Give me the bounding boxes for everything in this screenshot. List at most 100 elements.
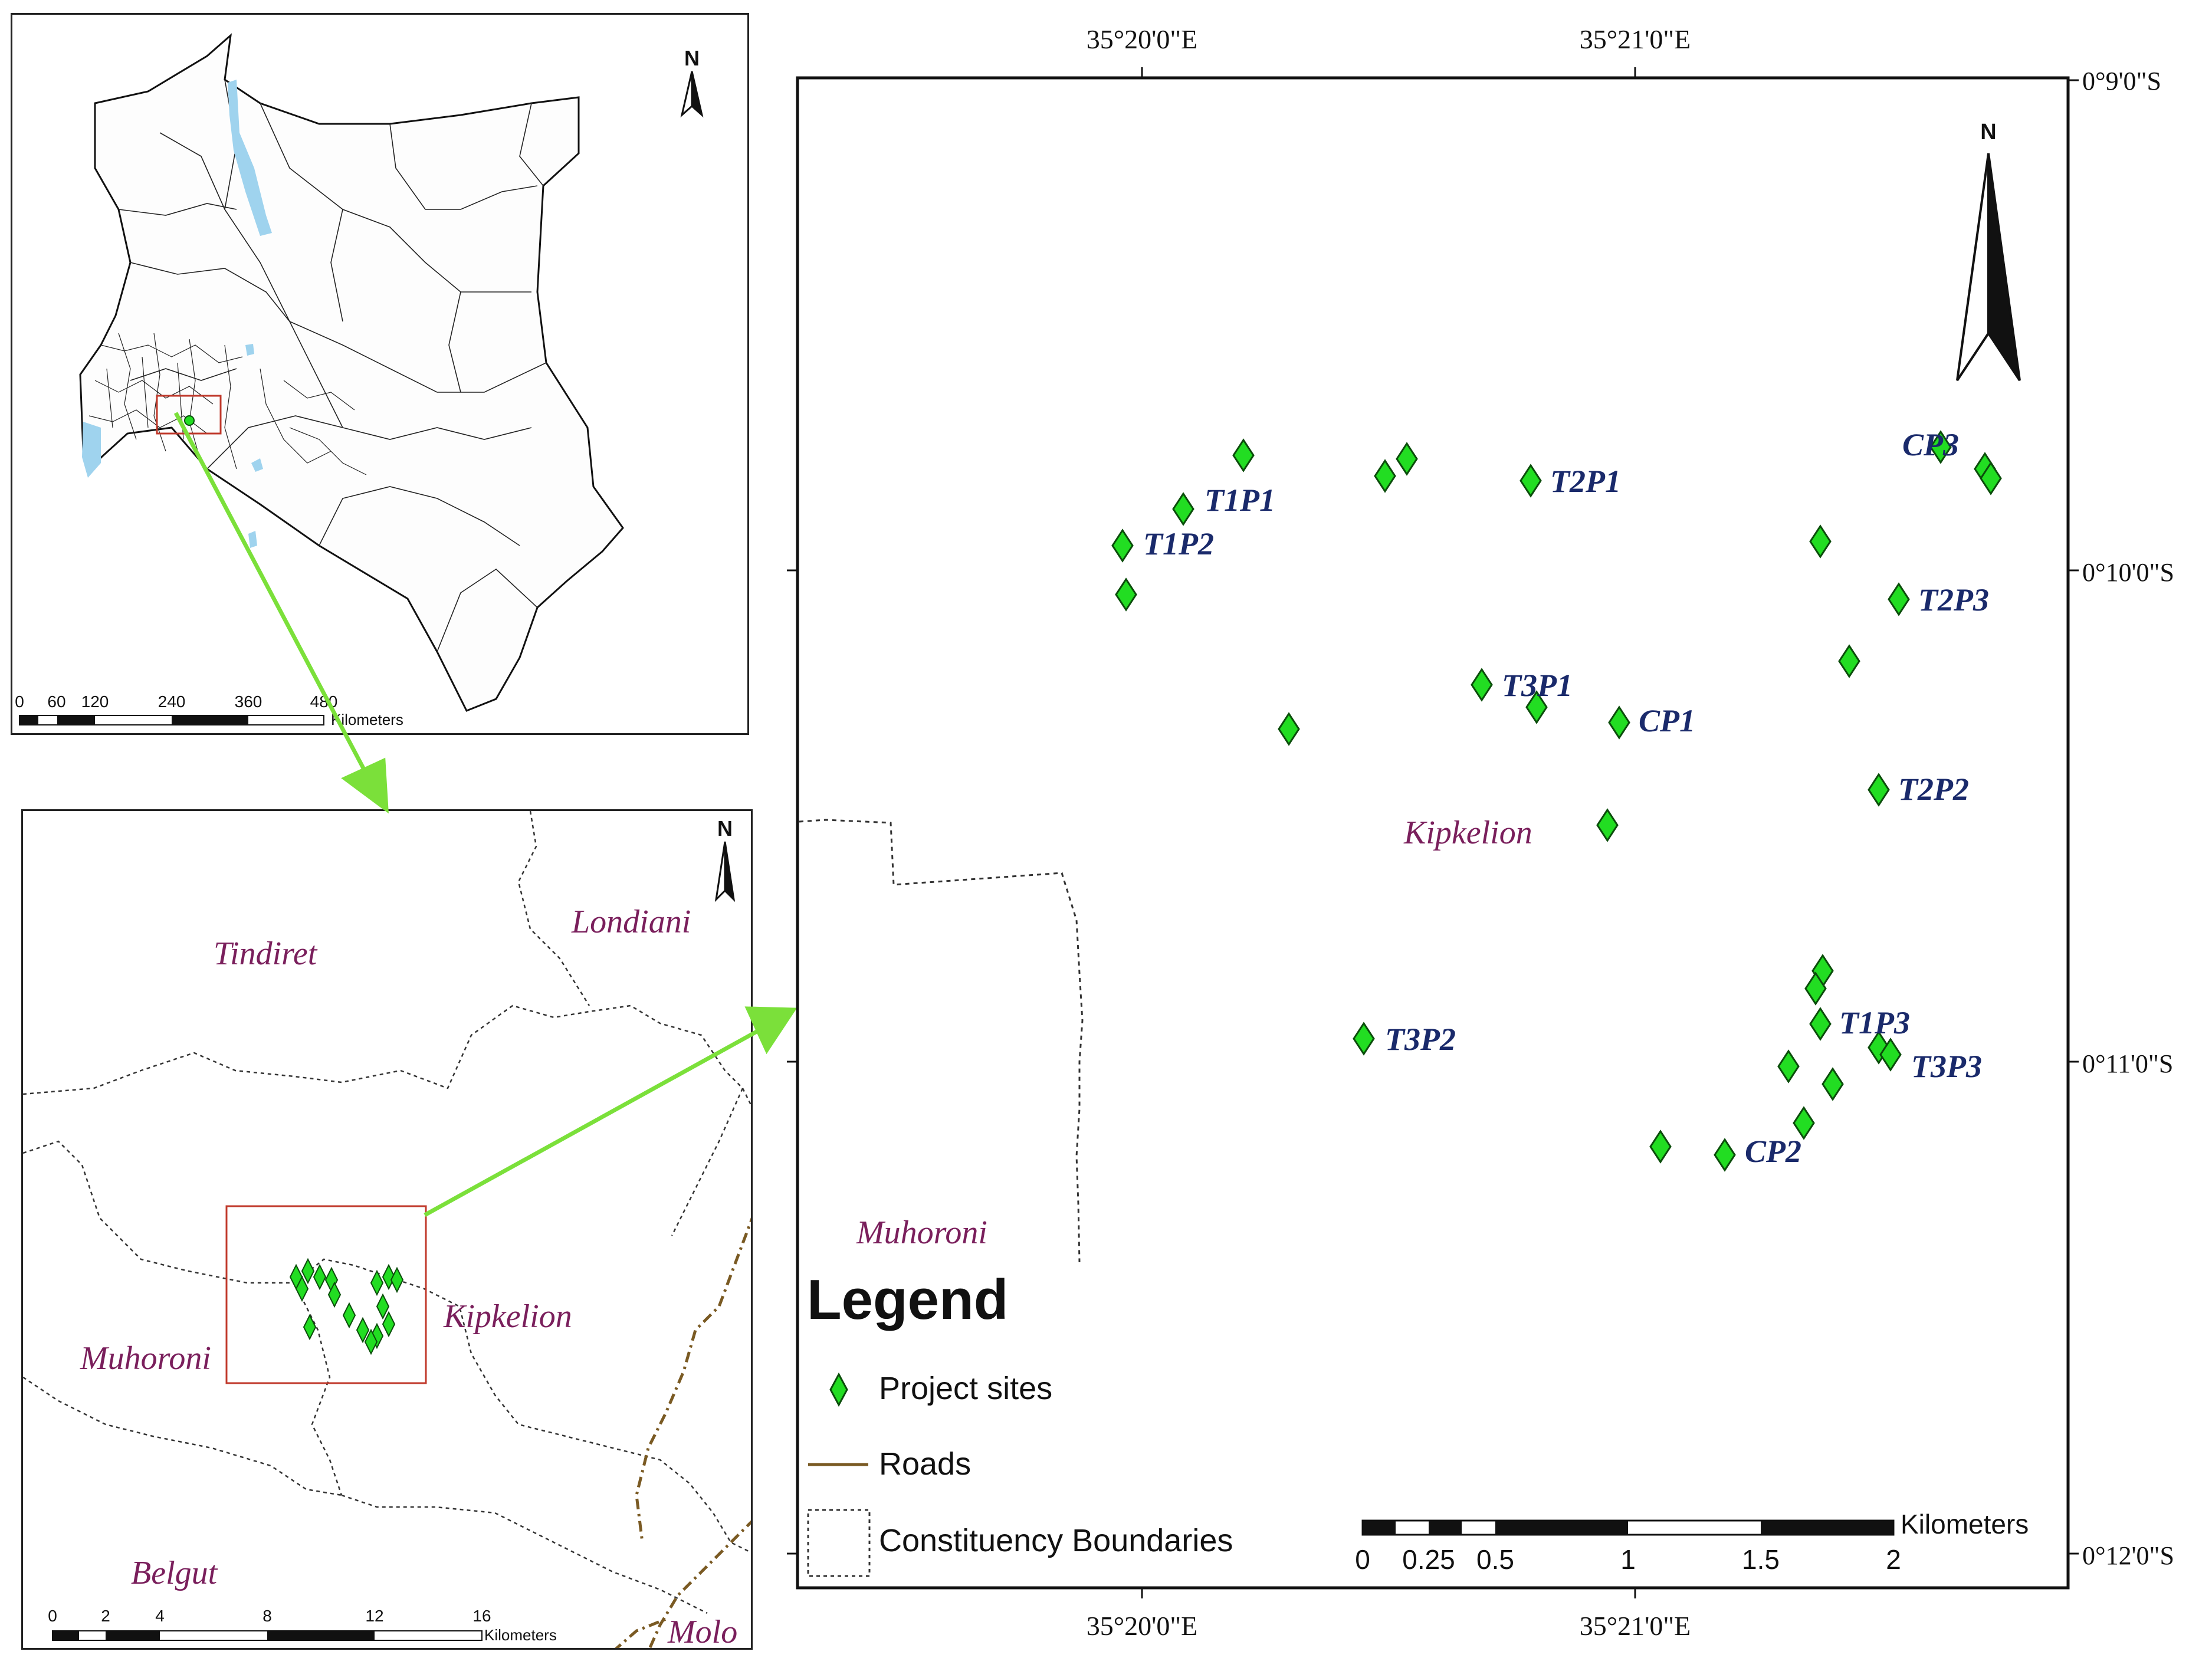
overview-scale-tick-2: 120	[81, 692, 109, 711]
project-site	[1232, 438, 1255, 472]
project-site	[1804, 971, 1827, 1006]
detail-lon-bottom-1: 35°21'0"E	[1580, 1611, 1691, 1641]
detail-lat-3: 0°12'0"S	[2082, 1541, 2174, 1570]
regional-scale-tick-1: 2	[101, 1607, 110, 1625]
regional-site	[382, 1311, 396, 1338]
detail-map-frame	[796, 76, 2070, 1590]
site-label-t2p1: T2P1	[1550, 464, 1621, 499]
regional-site	[370, 1269, 384, 1296]
project-site	[1353, 1022, 1375, 1056]
detail-lon-bottom-0: 35°20'0"E	[1087, 1611, 1198, 1641]
regional-label-muhoroni: Muhoroni	[80, 1340, 211, 1377]
project-site	[1929, 430, 1952, 464]
overview-north-label: N	[684, 46, 700, 70]
regional-map-panel: Tindiret Londiani Kipkelion Muhoroni Bel…	[21, 809, 753, 1650]
detail-constituency-boundary	[799, 819, 1084, 1263]
regional-site	[301, 1258, 315, 1285]
detail-project-sites	[1111, 430, 2002, 1172]
project-site	[1649, 1130, 1672, 1164]
project-site	[1777, 1049, 1800, 1084]
site-label-t1p2: T1P2	[1143, 526, 1214, 562]
detail-scale-tick-2: 0.5	[1476, 1544, 1514, 1575]
detail-north-label: N	[1980, 120, 1996, 145]
regional-scale-tick-3: 8	[262, 1607, 272, 1625]
detail-north-arrow: N	[1956, 120, 2021, 382]
overview-map-panel: N 0 60 120 240 360 480 Kilometers	[11, 13, 749, 735]
site-label-cp3: CP3	[1902, 427, 1959, 462]
project-site	[1396, 442, 1418, 476]
regional-study-area-box	[225, 1205, 427, 1384]
project-site	[1809, 524, 1832, 559]
detail-scale-bar: Kilometers 0 0.25 0.5 1 1.5 2	[1355, 1509, 2029, 1575]
legend-item-constituency-boundaries: Constituency Boundaries	[879, 1523, 1233, 1558]
regional-map: Tindiret Londiani Kipkelion Muhoroni Bel…	[23, 811, 751, 1650]
site-label-cp1: CP1	[1639, 703, 1695, 738]
detail-scale-tick-0: 0	[1355, 1544, 1370, 1575]
detail-lon-top-1: 35°21'0"E	[1580, 24, 1691, 54]
regional-site	[327, 1281, 342, 1308]
detail-lat-2: 0°11'0"S	[2082, 1049, 2173, 1078]
project-site	[1115, 577, 1137, 612]
project-site	[1838, 644, 1860, 678]
project-site	[1822, 1067, 1844, 1101]
project-site	[1608, 705, 1630, 740]
site-label-t3p3: T3P3	[1911, 1049, 1982, 1084]
detail-lat-0: 0°9'0"S	[2082, 67, 2161, 96]
site-label-t3p1: T3P1	[1502, 668, 1573, 703]
regional-site	[313, 1263, 327, 1291]
lake-turkana	[228, 80, 272, 236]
detail-lon-top-0: 35°20'0"E	[1087, 24, 1198, 54]
lake-baringo	[245, 344, 254, 356]
regional-site	[376, 1293, 390, 1320]
detail-label-kipkelion: Kipkelion	[1403, 815, 1532, 851]
site-label-t3p2: T3P2	[1385, 1022, 1456, 1057]
regional-site-cluster	[289, 1258, 404, 1355]
project-site	[1879, 1038, 1902, 1072]
project-site	[1111, 528, 1134, 563]
kenya-outline	[79, 33, 624, 712]
detail-graticule-ticks	[787, 67, 2079, 1598]
project-site	[1714, 1138, 1736, 1172]
regional-scale-tick-4: 12	[365, 1607, 383, 1625]
regional-scale-tick-5: 16	[472, 1607, 491, 1625]
regional-label-belgut: Belgut	[131, 1555, 218, 1591]
project-site	[1980, 461, 2002, 495]
regional-site	[303, 1314, 317, 1341]
legend: Legend Project sites Roads Constituency …	[807, 1268, 1233, 1577]
project-site	[1793, 1106, 1815, 1140]
site-label-cp2: CP2	[1745, 1134, 1801, 1169]
lake-victoria	[82, 422, 101, 478]
legend-item-project-sites: Project sites	[879, 1371, 1052, 1406]
legend-item-roads: Roads	[879, 1446, 971, 1482]
detail-scale-unit: Kilometers	[1901, 1509, 2029, 1539]
detail-scale-tick-4: 1.5	[1742, 1544, 1780, 1575]
site-label-t1p1: T1P1	[1205, 482, 1275, 518]
regional-site	[342, 1302, 356, 1329]
regional-north-label: N	[717, 816, 733, 841]
regional-site	[364, 1328, 378, 1355]
project-site	[1809, 1007, 1832, 1041]
project-site	[1374, 459, 1396, 493]
project-site	[1172, 492, 1194, 526]
regional-site	[390, 1266, 404, 1293]
regional-site	[382, 1263, 396, 1291]
detail-scale-tick-3: 1	[1620, 1544, 1636, 1575]
project-site	[1519, 464, 1542, 498]
detail-label-muhoroni: Muhoroni	[856, 1214, 987, 1251]
regional-scale-unit: Kilometers	[484, 1626, 557, 1644]
regional-roads	[615, 1217, 751, 1648]
project-site	[1596, 808, 1619, 842]
legend-title: Legend	[807, 1268, 1008, 1331]
project-site	[1471, 668, 1493, 702]
detail-scale-tick-5: 2	[1886, 1544, 1901, 1575]
project-site	[1278, 712, 1300, 746]
regional-scale-bar: 0 2 4 8 12 16 Kilometers	[48, 1607, 557, 1644]
regional-scale-tick-0: 0	[48, 1607, 57, 1625]
regional-label-molo: Molo	[667, 1614, 737, 1650]
detail-scale-tick-1: 0.25	[1402, 1544, 1455, 1575]
site-label-t2p2: T2P2	[1898, 771, 1969, 807]
regional-label-tindiret: Tindiret	[214, 935, 318, 972]
site-label-t2p3: T2P3	[1918, 582, 1989, 618]
detail-lat-1: 0°10'0"S	[2082, 558, 2174, 587]
